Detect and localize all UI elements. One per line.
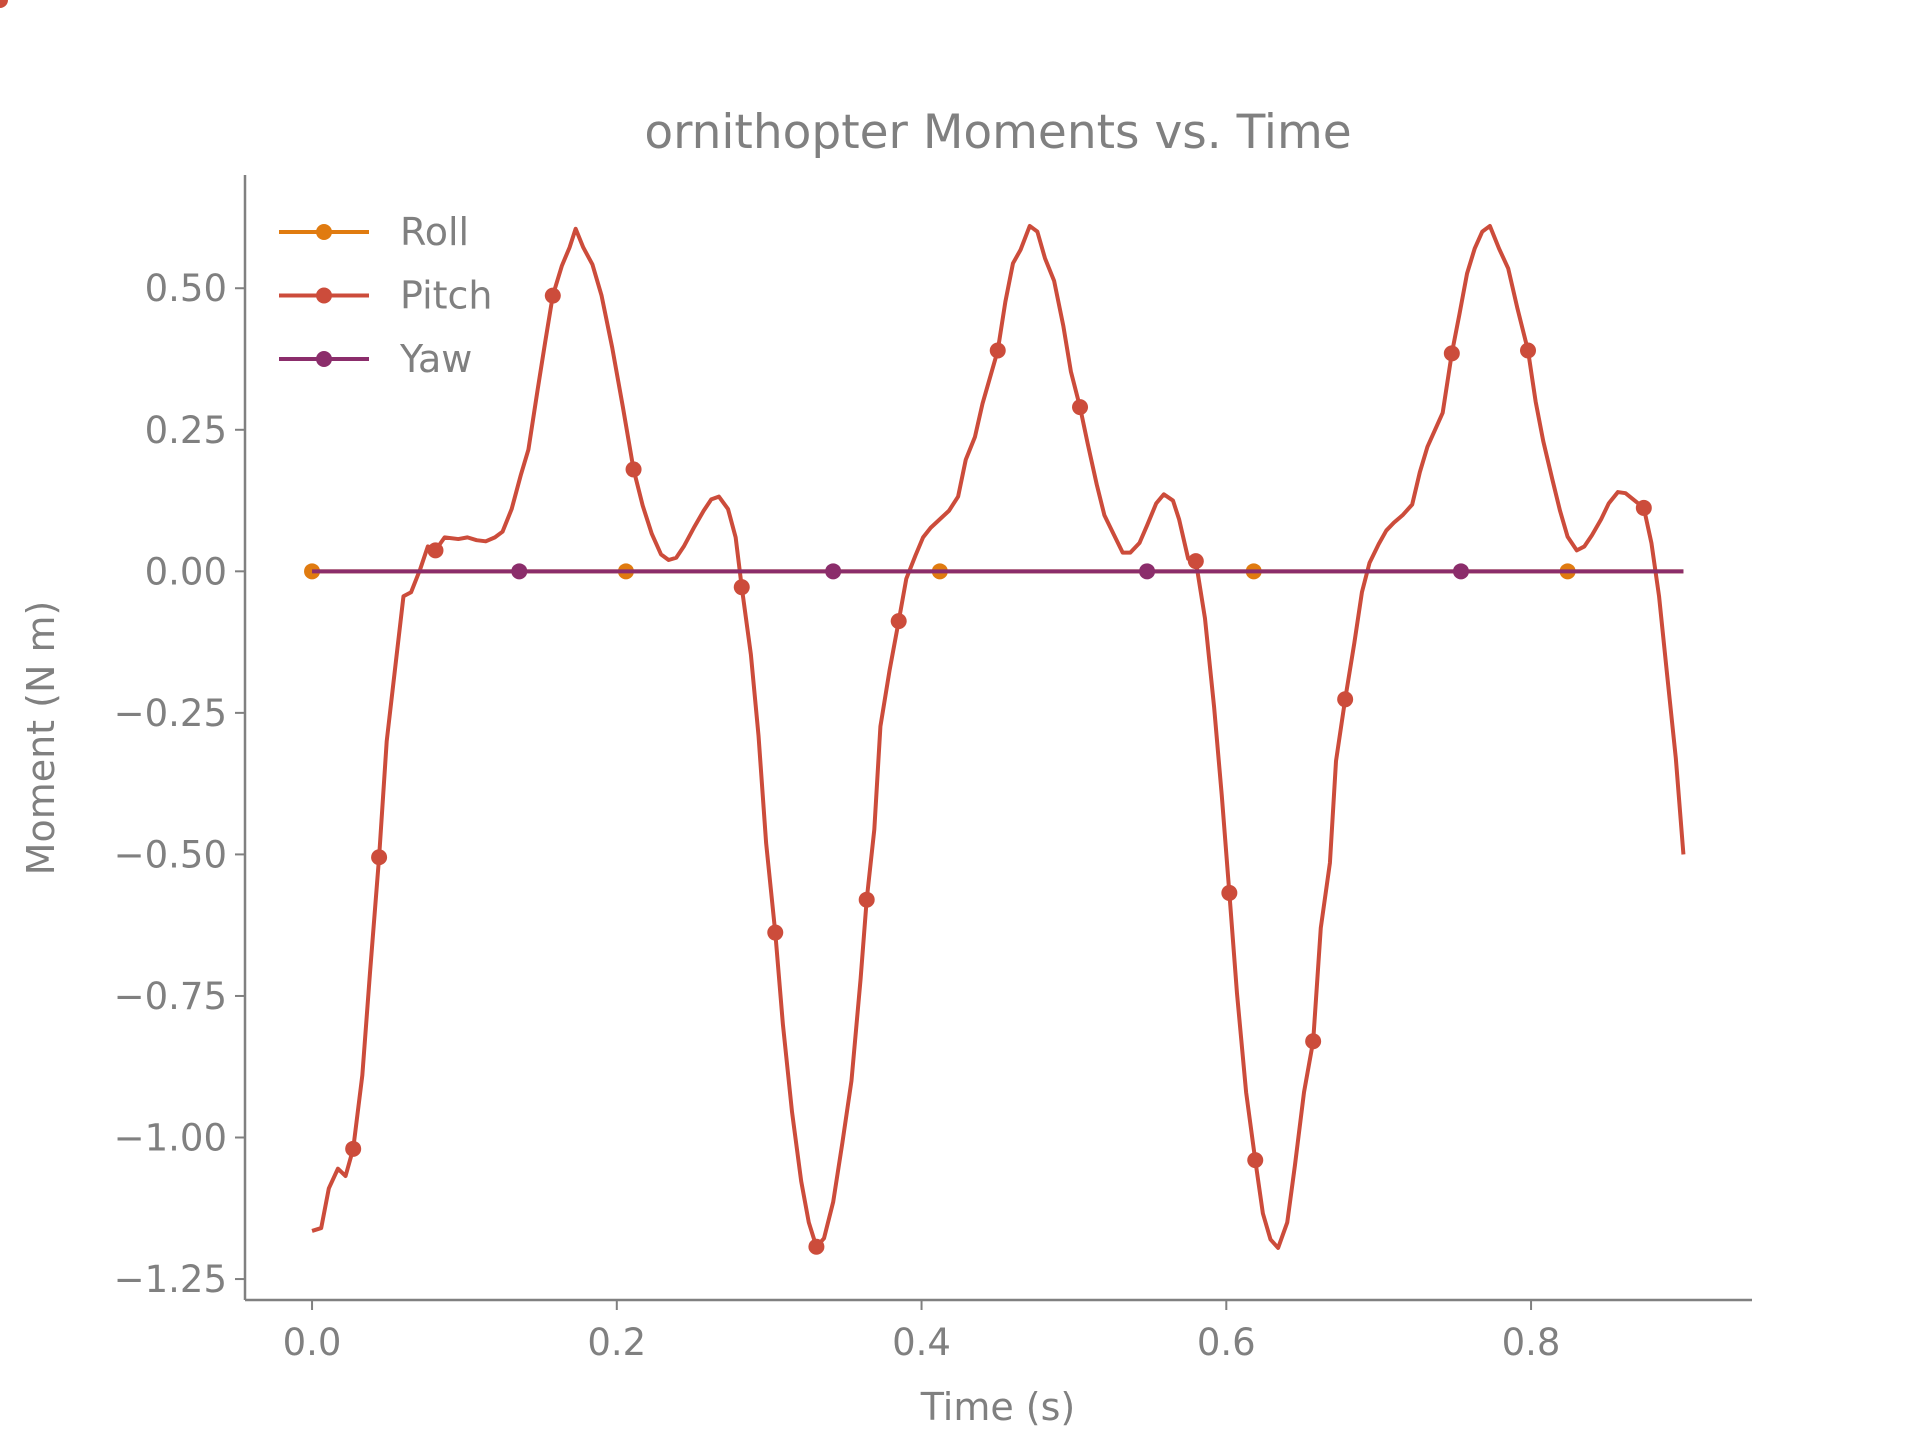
series-marker <box>427 542 444 559</box>
legend-marker <box>316 287 332 304</box>
y-tick-label: −0.25 <box>114 692 227 735</box>
series-marker <box>625 461 642 478</box>
y-tick-label: 0.50 <box>145 267 227 310</box>
series-marker <box>1247 1152 1264 1169</box>
legend-marker <box>316 351 332 367</box>
y-tick-label: −1.00 <box>114 1117 227 1160</box>
series-marker <box>1443 345 1460 362</box>
series-marker <box>767 924 784 941</box>
series-marker <box>1305 1033 1322 1050</box>
series-marker <box>989 342 1006 359</box>
series-marker <box>345 1140 362 1157</box>
legend-label: Roll <box>400 210 469 254</box>
series-marker <box>511 563 528 580</box>
y-axis-label: Moment (N m) <box>19 601 63 876</box>
series-marker <box>1635 499 1652 516</box>
legend-marker <box>316 224 332 240</box>
y-tick-label: −0.50 <box>114 833 227 876</box>
y-tick-label: 0.00 <box>145 550 227 593</box>
x-tick-label: 0.6 <box>1197 1321 1256 1364</box>
y-tick-label: 0.25 <box>145 409 227 452</box>
y-tick-label: −1.25 <box>114 1258 227 1301</box>
series-marker <box>1520 342 1537 359</box>
series-marker <box>890 613 907 630</box>
series-marker <box>1452 563 1469 580</box>
series-marker <box>1221 884 1238 901</box>
x-tick-label: 0.0 <box>283 1321 342 1364</box>
series-line <box>311 223 1686 1250</box>
legend-label: Yaw <box>399 337 472 381</box>
x-tick-label: 0.8 <box>1502 1321 1561 1364</box>
series-marker <box>1139 563 1156 580</box>
series-marker <box>1337 691 1354 708</box>
x-tick-label: 0.2 <box>587 1321 646 1364</box>
series-marker <box>1072 399 1089 416</box>
legend-label: Pitch <box>400 274 493 318</box>
chart-title: ornithopter Moments vs. Time <box>644 105 1351 160</box>
y-tick-label: −0.75 <box>114 975 227 1018</box>
series-marker <box>544 287 561 304</box>
series-marker <box>825 563 842 580</box>
series-marker <box>1187 553 1204 570</box>
series-marker <box>858 891 875 908</box>
series-marker <box>733 579 750 596</box>
series-marker <box>0 0 8 8</box>
x-tick-label: 0.4 <box>892 1321 951 1364</box>
series-marker <box>808 1238 825 1255</box>
series-marker <box>371 849 388 866</box>
x-axis-label: Time (s) <box>920 1385 1076 1429</box>
